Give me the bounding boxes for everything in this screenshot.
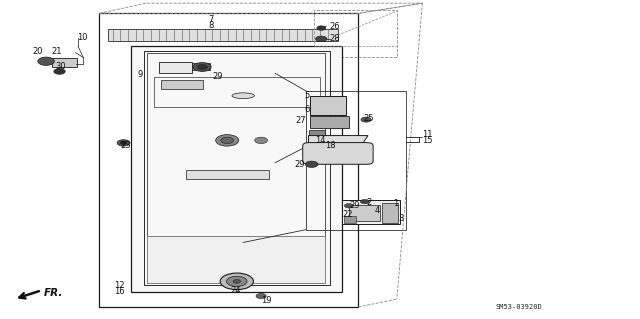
Text: 7: 7 (208, 15, 213, 24)
Text: 26: 26 (330, 22, 340, 31)
Text: FR.: FR. (44, 287, 63, 298)
Bar (309, 130, 325, 137)
Circle shape (360, 199, 369, 204)
Circle shape (255, 137, 268, 144)
Circle shape (38, 57, 54, 65)
Circle shape (344, 204, 353, 208)
Circle shape (54, 69, 65, 74)
Circle shape (305, 161, 318, 167)
Text: 19: 19 (261, 296, 271, 305)
Text: 16: 16 (114, 287, 125, 296)
Text: 22: 22 (342, 210, 353, 219)
Text: 24: 24 (230, 286, 241, 295)
Circle shape (233, 279, 241, 283)
Circle shape (256, 293, 266, 299)
Text: 23: 23 (120, 141, 131, 150)
Text: 14: 14 (315, 136, 325, 145)
Bar (349, 205, 380, 221)
Bar (192, 63, 210, 70)
Circle shape (220, 273, 253, 290)
Bar (186, 170, 269, 179)
Text: 11: 11 (422, 130, 433, 139)
Text: 2: 2 (367, 198, 372, 207)
Text: 1: 1 (393, 199, 398, 208)
Bar (310, 116, 349, 128)
Bar (108, 29, 338, 41)
Circle shape (361, 117, 371, 122)
Bar (52, 58, 77, 67)
Text: 5: 5 (305, 91, 310, 100)
Bar (344, 216, 356, 223)
Polygon shape (308, 136, 368, 150)
Circle shape (216, 135, 239, 146)
Text: 4: 4 (375, 206, 380, 215)
Circle shape (221, 137, 234, 144)
Bar (382, 203, 398, 223)
Text: 18: 18 (325, 141, 336, 150)
Text: 25: 25 (364, 114, 374, 123)
Circle shape (227, 276, 247, 286)
Text: 27: 27 (296, 116, 307, 125)
Text: 29: 29 (212, 72, 223, 81)
Text: 28: 28 (330, 34, 340, 43)
Text: 20: 20 (32, 47, 42, 56)
Text: 10: 10 (77, 33, 87, 42)
Circle shape (197, 64, 207, 70)
Circle shape (316, 36, 327, 42)
Text: SM53-03920D: SM53-03920D (495, 304, 542, 310)
Circle shape (193, 63, 211, 71)
Text: 8: 8 (208, 21, 213, 30)
Bar (159, 62, 192, 73)
Text: 21: 21 (51, 47, 61, 56)
Circle shape (120, 141, 127, 145)
Text: 30: 30 (55, 63, 66, 71)
Text: 9: 9 (138, 70, 143, 78)
Polygon shape (131, 46, 342, 292)
Text: 29: 29 (294, 160, 305, 169)
Bar (342, 200, 400, 224)
Text: 12: 12 (114, 281, 124, 290)
Ellipse shape (232, 93, 254, 99)
Text: 29: 29 (349, 201, 360, 210)
FancyBboxPatch shape (303, 143, 373, 164)
Circle shape (117, 140, 130, 146)
Circle shape (317, 26, 326, 30)
Text: 3: 3 (398, 214, 403, 223)
Text: 15: 15 (422, 136, 433, 145)
Polygon shape (147, 236, 325, 283)
Bar (161, 80, 203, 89)
Text: 6: 6 (305, 105, 310, 114)
Bar (310, 96, 346, 115)
